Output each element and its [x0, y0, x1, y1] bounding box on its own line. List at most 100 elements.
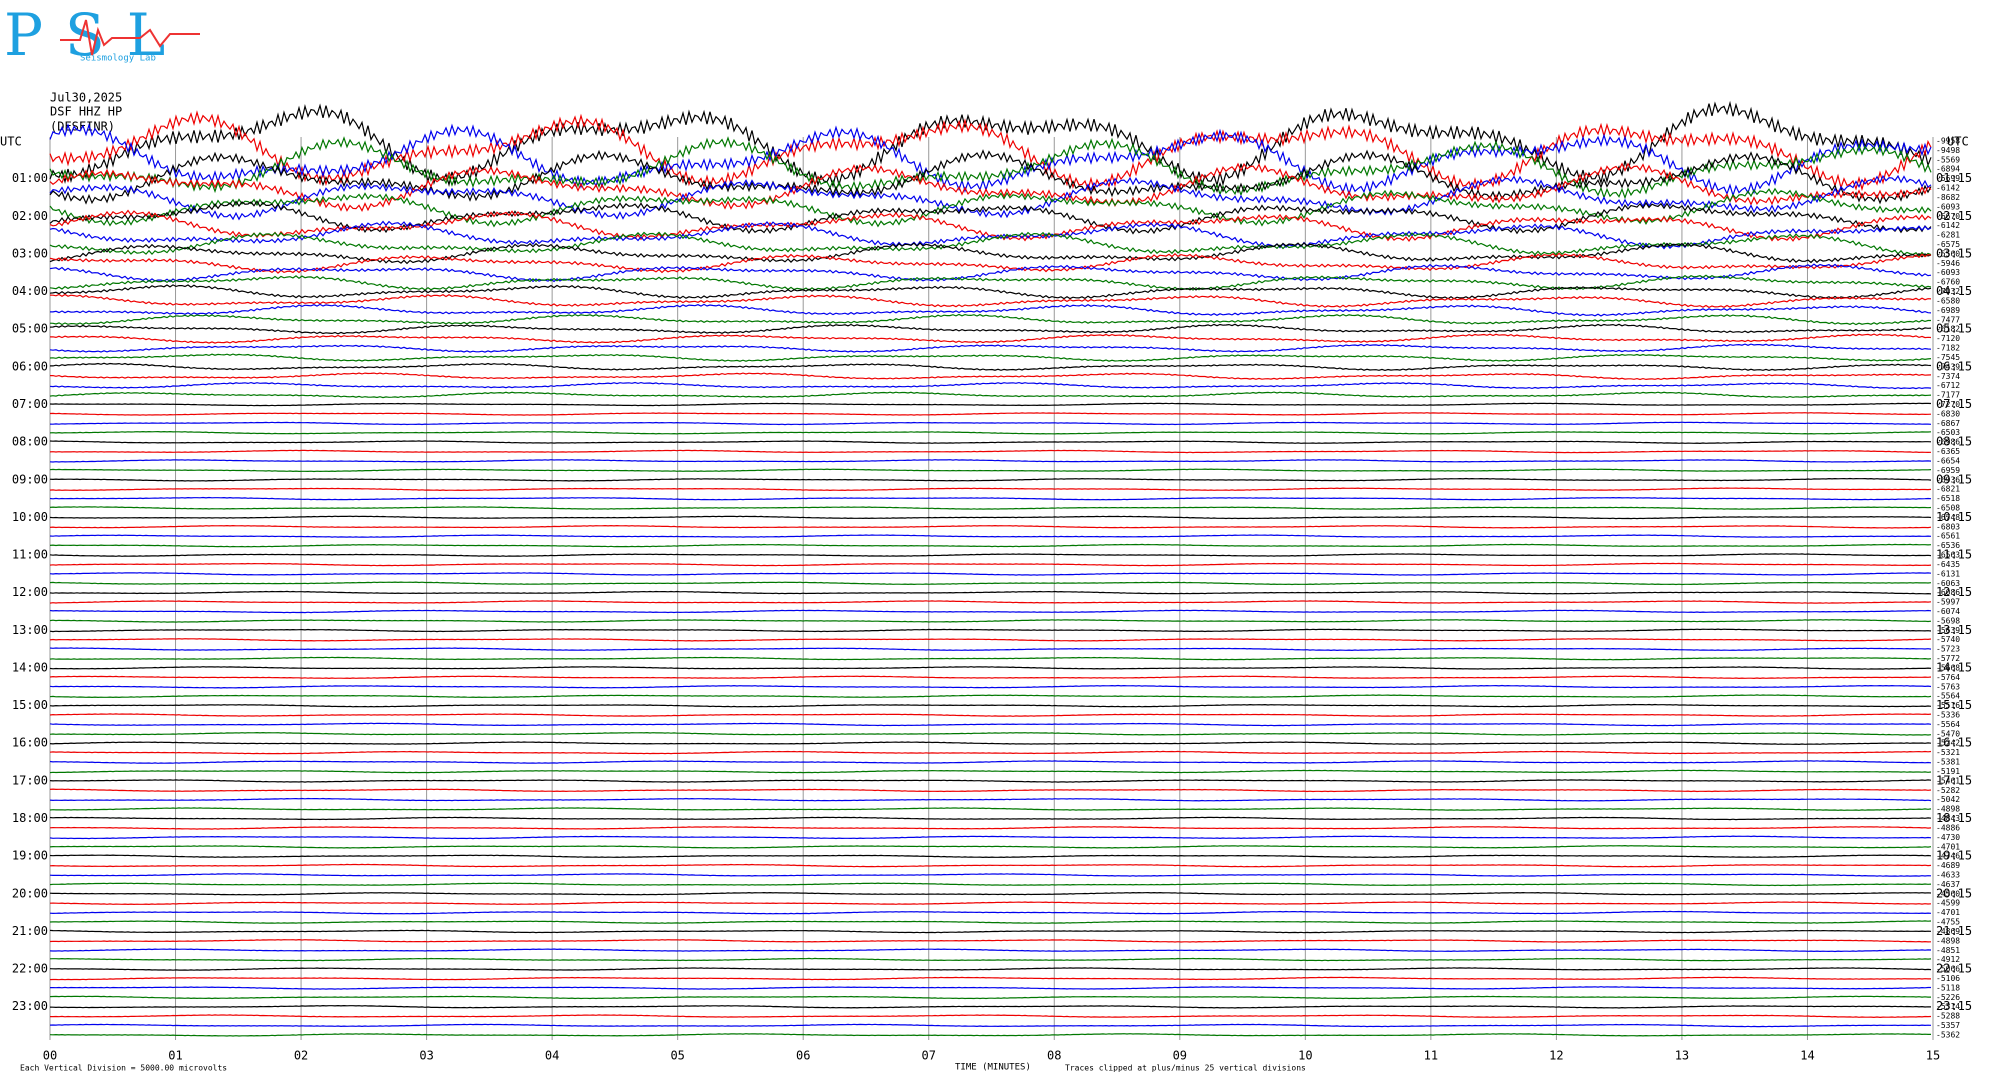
trace — [49, 174, 1932, 221]
hour-label: 23:15 — [1936, 999, 1972, 1013]
trace — [49, 816, 1932, 821]
offset-label: -5066 — [1936, 965, 1960, 974]
hour-label: 14:00 — [12, 660, 48, 674]
trace — [49, 731, 1932, 736]
minute-label: 15 — [1926, 1049, 1940, 1063]
offset-label: -5191 — [1936, 767, 1960, 776]
hour-label: 16:00 — [12, 736, 48, 750]
trace — [49, 1033, 1931, 1037]
trace — [49, 468, 1932, 473]
hour-label: 12:15 — [1936, 585, 1972, 599]
trace — [49, 882, 1932, 887]
offset-label: -6748 — [1936, 513, 1960, 522]
offset-label: -6959 — [1936, 466, 1960, 475]
offset-label: -6518 — [1936, 494, 1960, 503]
logo-text: PSL — [4, 1, 187, 69]
hour-label: 06:00 — [12, 359, 48, 373]
trace — [49, 506, 1932, 510]
trace — [49, 656, 1932, 661]
offset-label: -6830 — [1936, 409, 1960, 418]
trace — [49, 122, 1932, 198]
trace — [49, 854, 1932, 859]
trace — [49, 149, 1932, 205]
offset-label: -5764 — [1936, 673, 1960, 682]
offset-label: -6182 — [1936, 325, 1960, 334]
hour-label: 04:15 — [1936, 284, 1972, 298]
trace — [49, 713, 1932, 717]
trace — [49, 590, 1932, 595]
trace — [49, 323, 1932, 335]
hour-label: 08:15 — [1936, 435, 1972, 449]
trace — [49, 284, 1932, 300]
trace — [49, 835, 1932, 840]
offset-label: -7120 — [1936, 334, 1960, 343]
offset-label: -6986 — [1936, 438, 1960, 447]
trace — [49, 750, 1932, 755]
logo-wave — [60, 19, 200, 56]
offset-label: -5516 — [1936, 701, 1960, 710]
offset-label: -6093 — [1936, 202, 1960, 211]
offset-label: -5772 — [1936, 654, 1960, 663]
offset-label: -7545 — [1936, 353, 1960, 362]
trace — [49, 274, 1932, 291]
offset-label: -5560 — [1936, 249, 1960, 258]
offset-label: -7270 — [1936, 400, 1960, 409]
offset-label: -6575 — [1936, 240, 1960, 249]
hour-label: 14:15 — [1936, 660, 1972, 674]
offset-label: -7182 — [1936, 344, 1960, 353]
trace — [49, 313, 1931, 326]
hour-label: 07:15 — [1936, 397, 1972, 411]
offset-label: -6131 — [1936, 569, 1960, 578]
offset-label: -6435 — [1936, 560, 1960, 569]
trace — [49, 136, 1932, 200]
offset-label: -4633 — [1936, 870, 1960, 879]
trace — [49, 760, 1932, 764]
hour-label: 01:15 — [1936, 171, 1972, 185]
trace — [49, 873, 1932, 877]
trace — [49, 976, 1931, 981]
minute-label: 05 — [670, 1049, 684, 1063]
hour-label: 04:00 — [12, 284, 48, 298]
offset-label: -5461 — [1936, 776, 1960, 785]
offset-label: -5564 — [1936, 692, 1960, 701]
hour-label: 19:15 — [1936, 849, 1972, 863]
offset-label: -5639 — [1936, 626, 1960, 635]
hour-label: 01:00 — [12, 171, 48, 185]
left-utc: UTC — [0, 135, 22, 149]
trace — [49, 402, 1932, 407]
trace — [49, 628, 1932, 633]
offset-label: -5381 — [1936, 758, 1960, 767]
minute-label: 03 — [419, 1049, 433, 1063]
offset-label: -6894 — [1936, 165, 1960, 174]
hour-label: 10:15 — [1936, 510, 1972, 524]
offset-label: -4730 — [1936, 833, 1960, 842]
offset-label: -6093 — [1936, 268, 1960, 277]
trace — [49, 162, 1932, 212]
offset-label: -4560 — [1936, 889, 1960, 898]
trace — [49, 948, 1932, 953]
hour-label: 09:15 — [1936, 472, 1972, 486]
trace — [49, 449, 1932, 454]
trace — [50, 303, 1932, 317]
offset-label: -5357 — [1936, 1021, 1960, 1030]
trace — [49, 231, 1932, 257]
offset-label: -4869 — [1936, 927, 1960, 936]
offset-label: -6063 — [1936, 579, 1960, 588]
clip-note: Traces clipped at plus/minus 25 vertical… — [1065, 1064, 1306, 1073]
offset-label: -5321 — [1936, 748, 1960, 757]
trace — [49, 515, 1932, 520]
trace — [49, 901, 1932, 906]
trace — [49, 553, 1932, 557]
offset-label: -5226 — [1936, 993, 1960, 1002]
hour-label: 11:15 — [1936, 548, 1972, 562]
minute-label: 14 — [1800, 1049, 1814, 1063]
hour-label: 13:00 — [12, 623, 48, 637]
trace — [49, 694, 1932, 699]
offset-label: -5668 — [1936, 663, 1960, 672]
offset-label: -6086 — [1936, 588, 1960, 597]
trace — [49, 938, 1932, 943]
trace — [49, 910, 1932, 915]
trace — [49, 496, 1932, 501]
station: DSF HHZ HP — [50, 105, 122, 119]
